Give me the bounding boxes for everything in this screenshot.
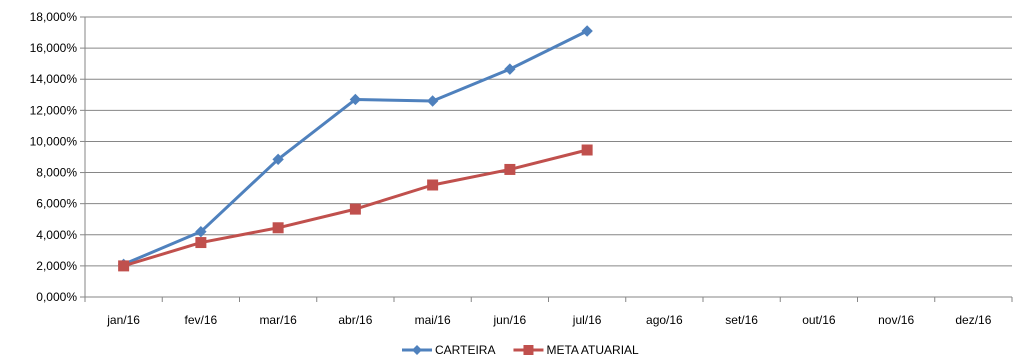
data-point — [195, 237, 207, 249]
y-tick-label: 12,000% — [30, 103, 78, 117]
series-group — [117, 25, 593, 272]
data-point — [118, 260, 130, 272]
y-tick-label: 10,000% — [30, 134, 78, 148]
x-tick-label: jul/16 — [572, 313, 602, 327]
data-point — [426, 95, 439, 107]
legend-marker — [523, 345, 534, 355]
x-tick-label: set/16 — [725, 313, 758, 327]
data-point — [195, 225, 207, 238]
y-tick-label: 0,000% — [36, 290, 77, 304]
legend-label: CARTEIRA — [435, 343, 495, 357]
gridlines — [85, 16, 1012, 298]
data-point — [349, 93, 362, 106]
x-tick-label: mar/16 — [259, 313, 297, 327]
data-point — [349, 203, 361, 215]
data-point — [581, 144, 593, 156]
y-tick-label: 4,000% — [36, 228, 77, 242]
legend: CARTEIRA META ATUARIAL — [402, 343, 639, 357]
x-tick-label: dez/16 — [955, 313, 991, 327]
data-point — [427, 179, 439, 191]
x-tick-label: ago/16 — [646, 313, 683, 327]
x-tick-label: jan/16 — [106, 313, 140, 327]
x-tick-label: fev/16 — [185, 313, 218, 327]
x-tick-label: out/16 — [802, 313, 836, 327]
data-point — [272, 222, 284, 234]
x-axis: jan/16 fev/16 mar/16 abr/16 mai/16 jun/16 jul/… — [84, 296, 1013, 327]
legend-marker — [412, 345, 422, 355]
data-point — [504, 63, 516, 75]
y-tick-label: 6,000% — [36, 197, 77, 211]
y-tick-label: 8,000% — [36, 166, 77, 180]
y-tick-label: 2,000% — [36, 259, 77, 273]
data-point — [504, 163, 516, 175]
series-line — [123, 29, 588, 266]
legend-item: META ATUARIAL — [513, 343, 639, 357]
series-carteira — [117, 25, 593, 271]
y-tick-label: 18,000% — [30, 10, 78, 24]
y-tick-label: 14,000% — [30, 72, 78, 86]
y-axis: 0,000% 2,000% 4,000% 6,000% 8,000% 10,000% 12,… — [30, 10, 86, 304]
x-tick-label: mai/16 — [415, 313, 451, 327]
x-tick-label: abr/16 — [338, 313, 372, 327]
series-meta-atuarial — [118, 144, 593, 272]
data-point — [272, 153, 284, 166]
x-tick-label: nov/16 — [878, 313, 914, 327]
legend-item: CARTEIRA — [402, 343, 495, 357]
legend-label: META ATUARIAL — [546, 343, 639, 357]
x-tick-label: jun/16 — [493, 313, 527, 327]
data-point — [581, 25, 593, 37]
y-tick-label: 16,000% — [30, 41, 78, 55]
